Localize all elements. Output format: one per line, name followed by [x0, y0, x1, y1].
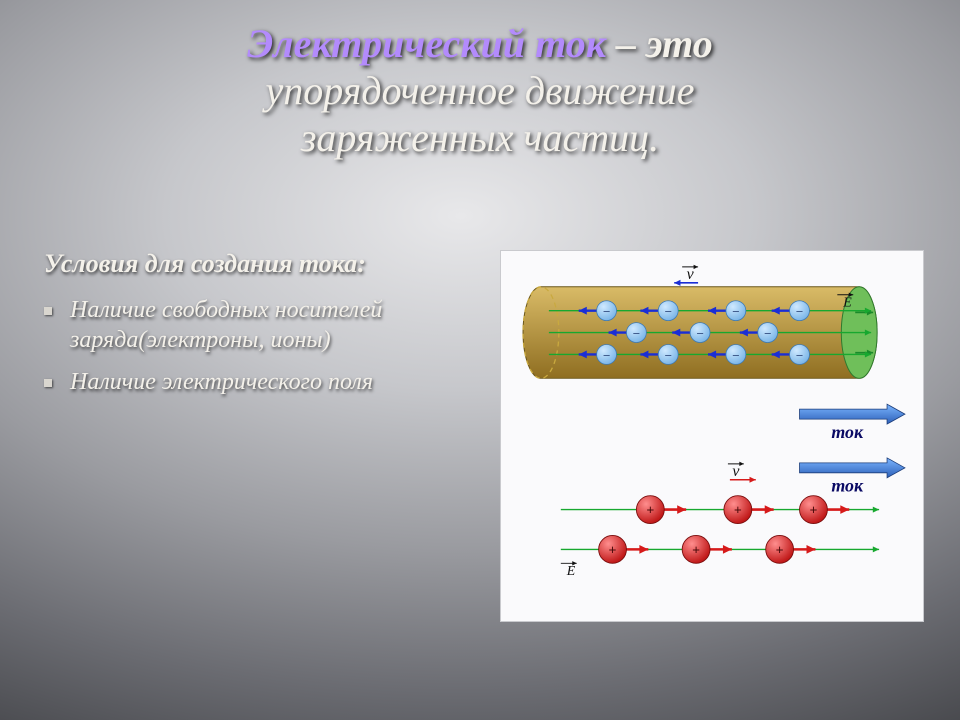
svg-text:E: E [842, 296, 852, 311]
svg-text:–: – [696, 326, 704, 340]
svg-text:ток: ток [831, 422, 864, 442]
svg-text:–: – [764, 326, 772, 340]
svg-text:+: + [776, 543, 784, 558]
svg-text:–: – [732, 347, 740, 361]
svg-text:–: – [664, 304, 672, 318]
svg-text:ток: ток [831, 476, 864, 496]
svg-text:–: – [664, 347, 672, 361]
list-item: Наличие свободных носителей заряда(элект… [44, 295, 444, 355]
svg-text:+: + [809, 504, 817, 519]
list-item: Наличие электрического поля [44, 367, 444, 397]
svg-text:+: + [646, 504, 654, 519]
svg-text:–: – [603, 347, 611, 361]
svg-text:–: – [796, 347, 804, 361]
svg-text:v: v [732, 463, 740, 480]
svg-text:E: E [566, 564, 576, 579]
svg-text:–: – [603, 304, 611, 318]
slide-title: Электрический ток – это упорядоченное дв… [0, 20, 960, 162]
title-emph: Электрический ток [247, 21, 606, 66]
svg-text:–: – [732, 304, 740, 318]
title-line2: упорядоченное движение [0, 67, 960, 114]
svg-text:v: v [687, 266, 695, 283]
title-rest-a: – это [606, 21, 713, 66]
svg-text:+: + [692, 543, 700, 558]
diagram-svg: – – – – – – – – – – – v Eток + + + + + + v Eток [501, 251, 923, 621]
conditions-heading: Условия для создания тока: [44, 248, 444, 279]
conditions-block: Условия для создания тока: Наличие свобо… [44, 248, 444, 409]
svg-text:+: + [609, 543, 617, 558]
svg-text:–: – [632, 326, 640, 340]
svg-text:+: + [734, 504, 742, 519]
conditions-list: Наличие свободных носителей заряда(элект… [44, 295, 444, 397]
title-line3: заряженных частиц. [0, 114, 960, 161]
svg-text:–: – [796, 304, 804, 318]
current-diagram: – – – – – – – – – – – v Eток + + + + + + v Eток [500, 250, 924, 622]
